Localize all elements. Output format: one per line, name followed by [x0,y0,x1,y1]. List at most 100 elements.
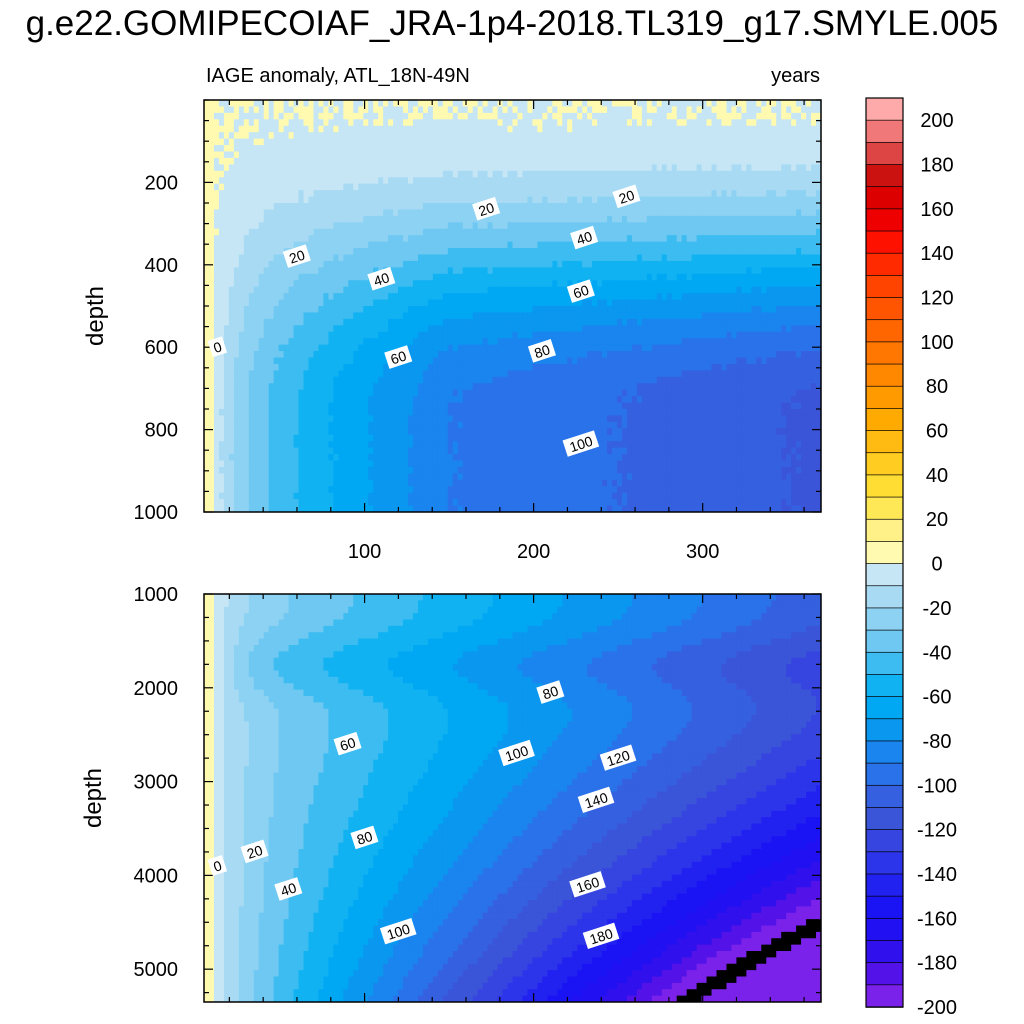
field-cell [502,177,509,185]
field-cell [412,106,419,114]
field-cell [666,286,673,294]
field-cell [353,338,359,346]
field-cell [711,125,718,133]
field-cell [457,325,464,333]
field-cell [666,190,673,198]
field-cell [567,351,573,359]
field-cell [771,280,777,288]
field-cell [368,299,374,307]
field-cell [288,164,295,172]
field-cell [243,100,250,108]
field-cell [572,260,578,268]
field-cell [582,215,588,223]
field-cell [711,286,718,294]
field-cell [706,293,713,301]
field-cell [731,344,738,352]
field-cell [636,325,643,333]
field-cell [696,306,703,314]
field-cell [248,157,255,165]
field-cell [616,280,623,288]
field-cell [592,125,598,133]
field-cell [378,215,384,223]
field-cell [592,241,598,249]
field-cell [223,286,230,294]
field-cell [343,106,349,114]
field-cell [587,196,593,204]
field-cell [517,273,524,281]
field-cell [497,273,504,281]
field-cell [761,106,767,114]
field-cell [801,222,807,230]
field-cell [806,254,812,262]
field-cell [547,125,553,133]
field-cell [497,177,504,185]
field-cell [497,196,504,204]
field-cell [442,312,449,320]
field-cell [607,228,613,236]
field-cell [512,190,519,198]
field-cell [577,318,583,326]
field-cell [422,119,429,127]
field-cell [437,157,444,165]
field-cell [597,312,603,320]
field-cell [283,318,290,326]
field-cell [412,235,419,243]
field-cell [213,235,220,243]
field-cell [801,228,807,236]
field-cell [283,190,290,198]
field-cell [562,318,568,326]
field-cell [248,151,255,159]
field-cell [313,203,320,211]
field-cell [636,306,643,314]
field-cell [522,331,529,339]
field-cell [477,351,484,359]
field-cell [393,254,399,262]
field-cell [308,100,315,108]
field-cell [218,357,225,365]
field-cell [761,280,767,288]
field-cell [313,306,320,314]
field-cell [781,196,787,204]
field-cell [567,164,573,172]
field-cell [512,112,519,120]
field-cell [303,267,310,275]
field-cell [233,209,240,217]
field-cell [557,306,563,314]
field-cell [716,306,723,314]
field-cell [218,228,225,236]
field-cell [582,306,588,314]
field-cell [646,293,653,301]
field-cell [343,112,349,120]
field-cell [746,209,752,217]
field-cell [333,331,339,339]
field-cell [208,119,215,127]
field-cell [263,286,270,294]
field-cell [452,203,459,211]
field-cell [482,344,489,352]
field-cell [577,222,583,230]
field-cell [437,286,444,294]
field-cell [348,209,354,217]
field-cell [243,299,250,307]
field-cell [781,151,787,159]
field-cell [417,164,424,172]
field-cell [751,260,757,268]
field-cell [651,190,658,198]
field-cell [562,338,568,346]
field-cell [477,331,484,339]
field-cell [487,273,494,281]
field-cell [721,306,728,314]
field-cell [228,138,235,146]
field-cell [696,196,703,204]
field-cell [452,331,459,339]
field-cell [368,196,374,204]
field-cell [671,138,678,146]
field-cell [502,228,509,236]
field-cell [796,325,802,333]
field-cell [442,119,449,127]
field-cell [447,132,454,140]
field-cell [651,235,658,243]
field-cell [552,132,558,140]
field-cell [378,312,384,320]
field-cell [786,306,792,314]
